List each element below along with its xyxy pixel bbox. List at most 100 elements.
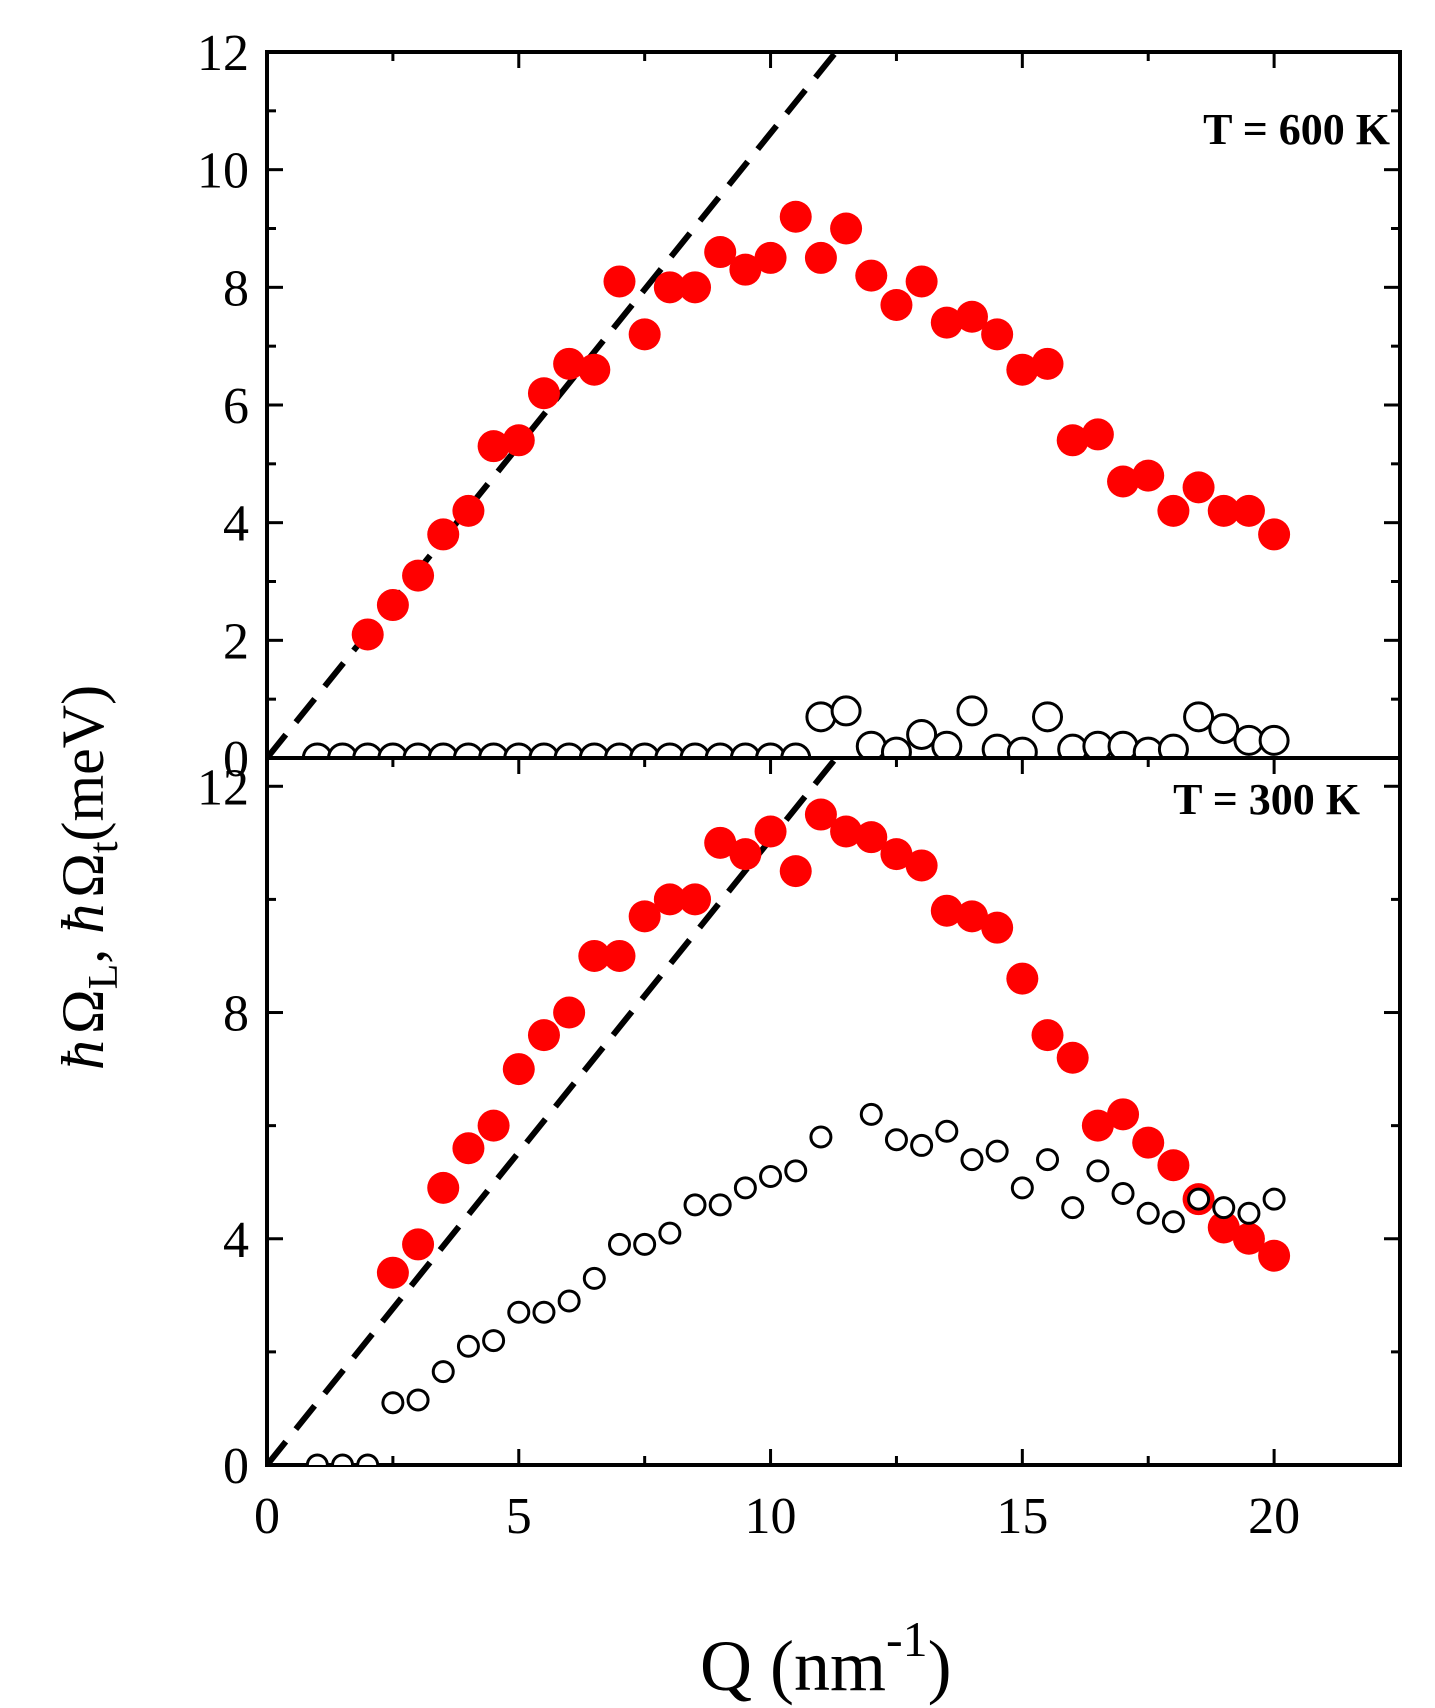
data-point-omega-L [628,900,661,933]
plot-frame [265,50,1402,760]
data-point-omega-L [1006,962,1039,995]
data-point-omega-L [704,826,737,859]
data-point-omega-t [406,1388,430,1412]
data-point-omega-L [981,911,1014,944]
data-point-omega-L [981,318,1014,351]
plot-area [267,52,1291,758]
data-point-omega-L [427,518,460,551]
data-point-omega-L [452,494,485,527]
x-tick-label: 0 [254,1488,280,1545]
data-point-omega-t [1187,1187,1211,1211]
data-point-omega-t [784,1159,808,1183]
data-point-omega-t [658,1221,682,1245]
data-point-omega-L [351,618,384,651]
data-point-omega-t [452,742,484,758]
data-point-omega-L [1031,347,1064,380]
data-point-omega-L [1232,1222,1265,1255]
data-point-omega-t [755,742,787,758]
data-point-omega-L [452,1132,485,1165]
data-point-omega-t [1237,1201,1261,1225]
data-point-omega-L [376,1256,409,1289]
data-point-omega-t [528,742,560,758]
data-point-omega-L [930,306,963,339]
dashed-reference-line [267,758,839,1465]
data-point-omega-t [557,1289,581,1313]
y-tick-label: 10 [197,143,249,200]
data-point-omega-t [1183,701,1215,733]
data-point-omega-t [956,695,988,727]
data-point-omega-L [905,265,938,298]
y-tick-label: 6 [223,378,249,435]
data-point-omega-L [376,589,409,622]
data-point-omega-t [880,736,912,758]
data-point-omega-t [935,1119,959,1143]
data-point-omega-L [880,838,913,871]
data-point-omega-t [1032,701,1064,733]
data-point-omega-L [830,815,863,848]
data-point-omega-t [1010,1176,1034,1200]
data-point-omega-L [502,424,535,457]
data-point-omega-L [804,241,837,274]
x-tick-label: 20 [1248,1488,1300,1545]
data-point-omega-t [1212,1196,1236,1220]
data-point-omega-L [527,1019,560,1052]
data-point-omega-t [759,1165,783,1189]
data-point-omega-L [804,798,837,831]
data-point-omega-L [779,200,812,233]
data-point-omega-t [381,1391,405,1415]
data-point-omega-L [855,821,888,854]
data-point-omega-t [1262,1187,1286,1211]
data-point-omega-t [805,701,837,733]
data-point-omega-L [930,894,963,927]
panel-title: T = 600 K [1203,105,1390,154]
x-tick-label: 15 [996,1488,1048,1545]
data-point-omega-L [603,939,636,972]
data-point-omega-t [607,1232,631,1256]
data-point-omega-L [427,1171,460,1204]
data-point-omega-t [931,730,963,758]
data-point-omega-t [377,742,409,758]
data-point-omega-t [478,742,510,758]
panel-title: T = 300 K [1173,775,1360,824]
data-point-omega-t [503,742,535,758]
data-point-omega-L [1132,1126,1165,1159]
data-point-omega-t [683,1193,707,1217]
data-point-omega-L [578,353,611,386]
plot-frame [265,756,1402,1467]
data-point-omega-L [679,883,712,916]
data-point-omega-t [578,742,610,758]
data-point-omega-L [502,1053,535,1086]
data-point-omega-L [1107,1098,1140,1131]
data-point-omega-t [633,1232,657,1256]
data-point-omega-L [1258,1239,1291,1272]
data-point-omega-t [780,742,812,758]
data-point-omega-t [809,1125,833,1149]
y-tick-label: 12 [197,25,249,82]
data-point-omega-L [477,1109,510,1142]
data-point-omega-L [1207,494,1240,527]
y-tick-label: 0 [223,731,249,788]
data-point-omega-t [553,742,585,758]
svg-text:ħΩL, ħΩt(meV): ħΩL, ħΩt(meV) [50,685,127,1070]
data-point-omega-t [708,1193,732,1217]
data-point-omega-L [855,259,888,292]
data-point-omega-L [729,838,762,871]
data-point-omega-t [456,1334,480,1358]
data-point-omega-t [1111,1182,1135,1206]
data-point-omega-L [1157,494,1190,527]
data-point-omega-t [985,1139,1009,1163]
data-point-omega-L [729,253,762,286]
data-point-omega-L [477,430,510,463]
data-point-omega-L [553,996,586,1029]
data-point-omega-L [402,559,435,592]
data-point-omega-L [1157,1149,1190,1182]
data-point-omega-t [427,742,459,758]
data-point-omega-t [960,1148,984,1172]
data-point-omega-t [830,695,862,727]
data-point-omega-t [1161,1210,1185,1234]
y-tick-label: 0 [223,1438,249,1495]
data-point-omega-t [603,742,635,758]
data-point-omega-L [905,849,938,882]
data-point-omega-L [955,300,988,333]
data-point-omega-L [779,855,812,888]
